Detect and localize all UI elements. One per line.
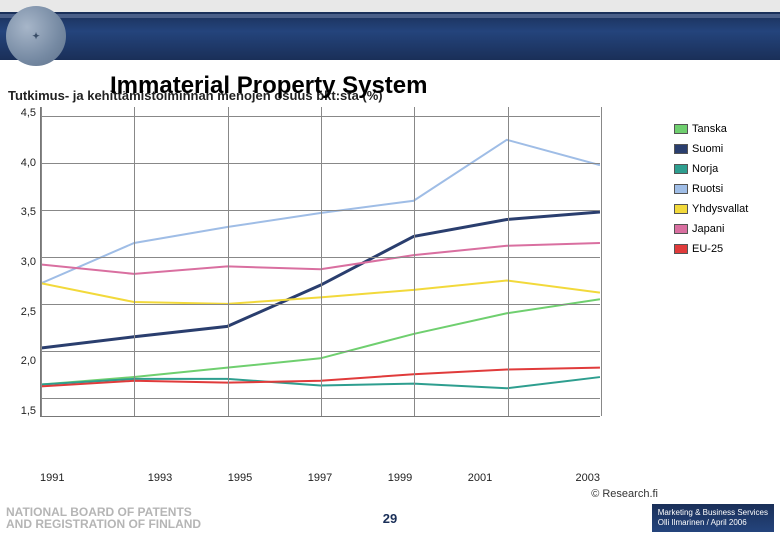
x-tick-label: 1993 xyxy=(120,472,200,484)
legend-label: Ruotsi xyxy=(692,183,723,195)
legend: Tanska Suomi Norja Ruotsi Yhdysvallat Japani E… xyxy=(668,107,776,500)
x-tick-label: 2001 xyxy=(440,472,520,484)
legend-label: Tanska xyxy=(692,123,727,135)
legend-item: Ruotsi xyxy=(674,179,776,199)
legend-item: Tanska xyxy=(674,119,776,139)
legend-swatch xyxy=(674,204,688,214)
legend-swatch xyxy=(674,244,688,254)
x-tick-label: 2003 xyxy=(520,472,600,484)
footer: NATIONAL BOARD OF PATENTS AND REGISTRATI… xyxy=(0,500,780,540)
legend-swatch xyxy=(674,144,688,154)
y-tick-label: 3,0 xyxy=(21,256,36,268)
x-tick-label: 1999 xyxy=(360,472,440,484)
slide-title: Immaterial Property System xyxy=(110,72,427,100)
y-axis: 4,5 4,0 3,5 3,0 2,5 2,0 1,5 xyxy=(8,107,40,417)
x-tick-label: 1991 xyxy=(40,472,120,484)
x-tick-label: 1995 xyxy=(200,472,280,484)
legend-label: Suomi xyxy=(692,143,723,155)
legend-swatch xyxy=(674,184,688,194)
footer-meta-line1: Marketing & Business Services xyxy=(658,508,768,518)
legend-item: EU-25 xyxy=(674,239,776,259)
y-tick-label: 2,5 xyxy=(21,306,36,318)
legend-label: Norja xyxy=(692,163,718,175)
y-tick-label: 1,5 xyxy=(21,405,36,417)
legend-item: Yhdysvallat xyxy=(674,199,776,219)
x-tick-label: 1997 xyxy=(280,472,360,484)
footer-org: NATIONAL BOARD OF PATENTS AND REGISTRATI… xyxy=(6,506,201,530)
legend-label: EU-25 xyxy=(692,243,723,255)
slide-header: ✦ Immaterial Property System xyxy=(0,0,780,78)
legend-label: Japani xyxy=(692,223,724,235)
footer-meta-line2: Olli Ilmarinen / April 2006 xyxy=(658,518,768,528)
legend-swatch xyxy=(674,224,688,234)
y-tick-label: 4,0 xyxy=(21,157,36,169)
legend-item: Norja xyxy=(674,159,776,179)
legend-swatch xyxy=(674,124,688,134)
legend-label: Yhdysvallat xyxy=(692,203,748,215)
legend-item: Japani xyxy=(674,219,776,239)
y-tick-label: 4,5 xyxy=(21,107,36,119)
page-number: 29 xyxy=(383,511,397,526)
footer-meta: Marketing & Business Services Olli Ilmar… xyxy=(652,504,774,531)
y-tick-label: 3,5 xyxy=(21,206,36,218)
plot xyxy=(40,107,600,417)
legend-swatch xyxy=(674,164,688,174)
org-logo: ✦ xyxy=(6,6,66,66)
legend-item: Suomi xyxy=(674,139,776,159)
footer-org-line2: AND REGISTRATION OF FINLAND xyxy=(6,518,201,530)
y-tick-label: 2,0 xyxy=(21,355,36,367)
chart-credit: © Research.fi xyxy=(8,484,668,500)
x-axis: 1991199319951997199920012003 xyxy=(40,468,600,484)
chart-area: 4,5 4,0 3,5 3,0 2,5 2,0 1,5 199119931995199719… xyxy=(0,105,780,500)
